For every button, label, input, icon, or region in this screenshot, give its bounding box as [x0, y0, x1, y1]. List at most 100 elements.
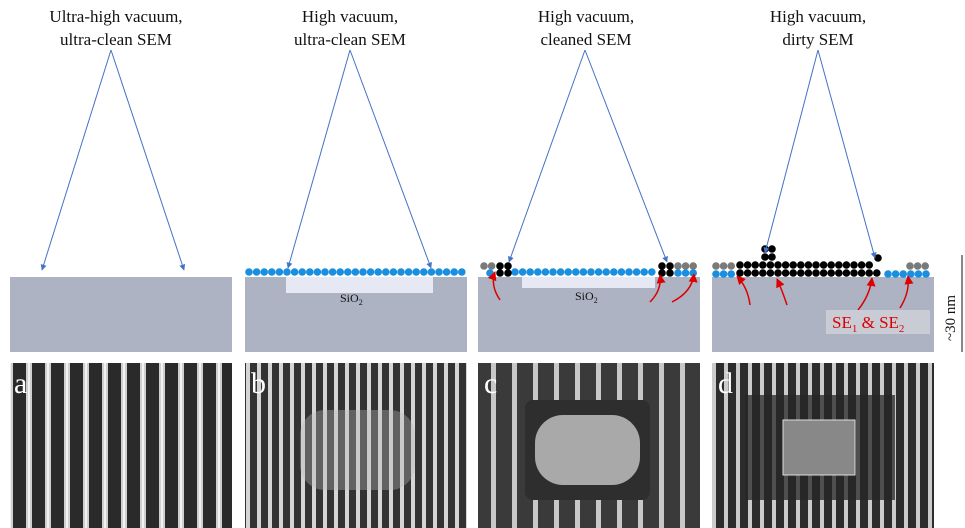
molecule — [899, 270, 907, 278]
panel-title: ultra-clean SEM — [294, 30, 406, 49]
molecule — [374, 268, 383, 276]
molecule — [865, 261, 873, 269]
molecule — [245, 268, 253, 276]
molecule — [412, 268, 421, 276]
molecule — [884, 270, 892, 278]
oxide-layer — [522, 277, 655, 288]
molecule — [617, 268, 626, 276]
molecule — [496, 269, 504, 277]
molecule — [681, 269, 690, 277]
sem-image — [245, 363, 467, 528]
molecule — [260, 268, 269, 276]
molecule — [819, 261, 828, 269]
molecule — [382, 268, 390, 276]
molecule — [518, 268, 527, 276]
molecule — [804, 261, 813, 269]
molecule — [625, 268, 633, 276]
molecule — [587, 268, 595, 276]
molecule — [774, 261, 782, 269]
molecule — [442, 268, 451, 276]
panel-title: Ultra-high vacuum, — [49, 7, 182, 26]
molecule — [632, 268, 641, 276]
molecule — [336, 268, 345, 276]
molecule — [913, 262, 922, 270]
molecule — [797, 269, 805, 277]
molecule — [922, 270, 930, 278]
scale-label: ~30 nm — [943, 295, 959, 341]
panel-title: dirty SEM — [782, 30, 853, 49]
panel-letter: b — [251, 367, 266, 400]
molecule — [914, 270, 923, 278]
molecule — [850, 269, 858, 277]
molecule — [290, 268, 299, 276]
molecule — [658, 262, 666, 270]
molecule — [541, 268, 550, 276]
molecule — [397, 268, 405, 276]
molecule — [487, 262, 496, 270]
molecule — [435, 268, 443, 276]
sem-image — [10, 363, 232, 528]
sem-feature — [300, 410, 415, 490]
molecule — [579, 268, 588, 276]
molecule — [328, 268, 337, 276]
molecule — [344, 268, 352, 276]
molecule — [712, 262, 720, 270]
molecule — [594, 268, 603, 276]
molecule — [865, 269, 873, 277]
molecule — [572, 268, 580, 276]
panel-title: High vacuum, — [538, 7, 634, 26]
substrate — [478, 277, 700, 352]
sem-feature — [535, 415, 640, 485]
molecule-layer — [245, 245, 930, 278]
molecule — [906, 262, 914, 270]
molecule — [789, 261, 797, 269]
panel-title: High vacuum, — [770, 7, 866, 26]
molecule — [556, 268, 565, 276]
molecule — [252, 268, 261, 276]
molecule — [874, 254, 882, 262]
molecule — [496, 262, 504, 270]
molecule — [751, 261, 759, 269]
molecule — [827, 261, 835, 269]
molecule — [359, 268, 367, 276]
molecule — [549, 268, 557, 276]
panel-title: High vacuum, — [302, 7, 398, 26]
substrate — [10, 277, 232, 352]
molecule — [842, 269, 851, 277]
oxide-layer — [286, 277, 433, 293]
molecule — [689, 262, 697, 270]
molecule — [681, 262, 690, 270]
molecule — [427, 268, 436, 276]
molecule — [526, 268, 534, 276]
molecule — [275, 268, 284, 276]
molecule — [666, 262, 674, 270]
molecule — [759, 261, 767, 269]
molecule — [768, 253, 776, 261]
panel-title: cleaned SEM — [540, 30, 631, 49]
molecule — [768, 245, 776, 253]
molecule — [819, 269, 828, 277]
molecule — [781, 269, 790, 277]
molecule — [743, 261, 752, 269]
molecule — [719, 270, 728, 278]
panel-letter: a — [14, 367, 27, 400]
molecule — [366, 268, 375, 276]
molecule — [812, 261, 820, 269]
molecule — [873, 269, 881, 277]
molecule — [674, 262, 682, 270]
molecule — [812, 269, 820, 277]
molecule — [766, 261, 775, 269]
molecule — [857, 269, 866, 277]
molecule — [480, 262, 488, 270]
molecule — [743, 269, 752, 277]
beam-arrows — [40, 49, 877, 271]
electron-arrows — [487, 271, 914, 311]
molecule — [486, 269, 494, 277]
molecule — [674, 269, 682, 277]
molecule — [736, 261, 744, 269]
molecule — [761, 253, 769, 261]
molecule — [404, 268, 413, 276]
molecule — [719, 262, 728, 270]
molecule — [313, 268, 322, 276]
